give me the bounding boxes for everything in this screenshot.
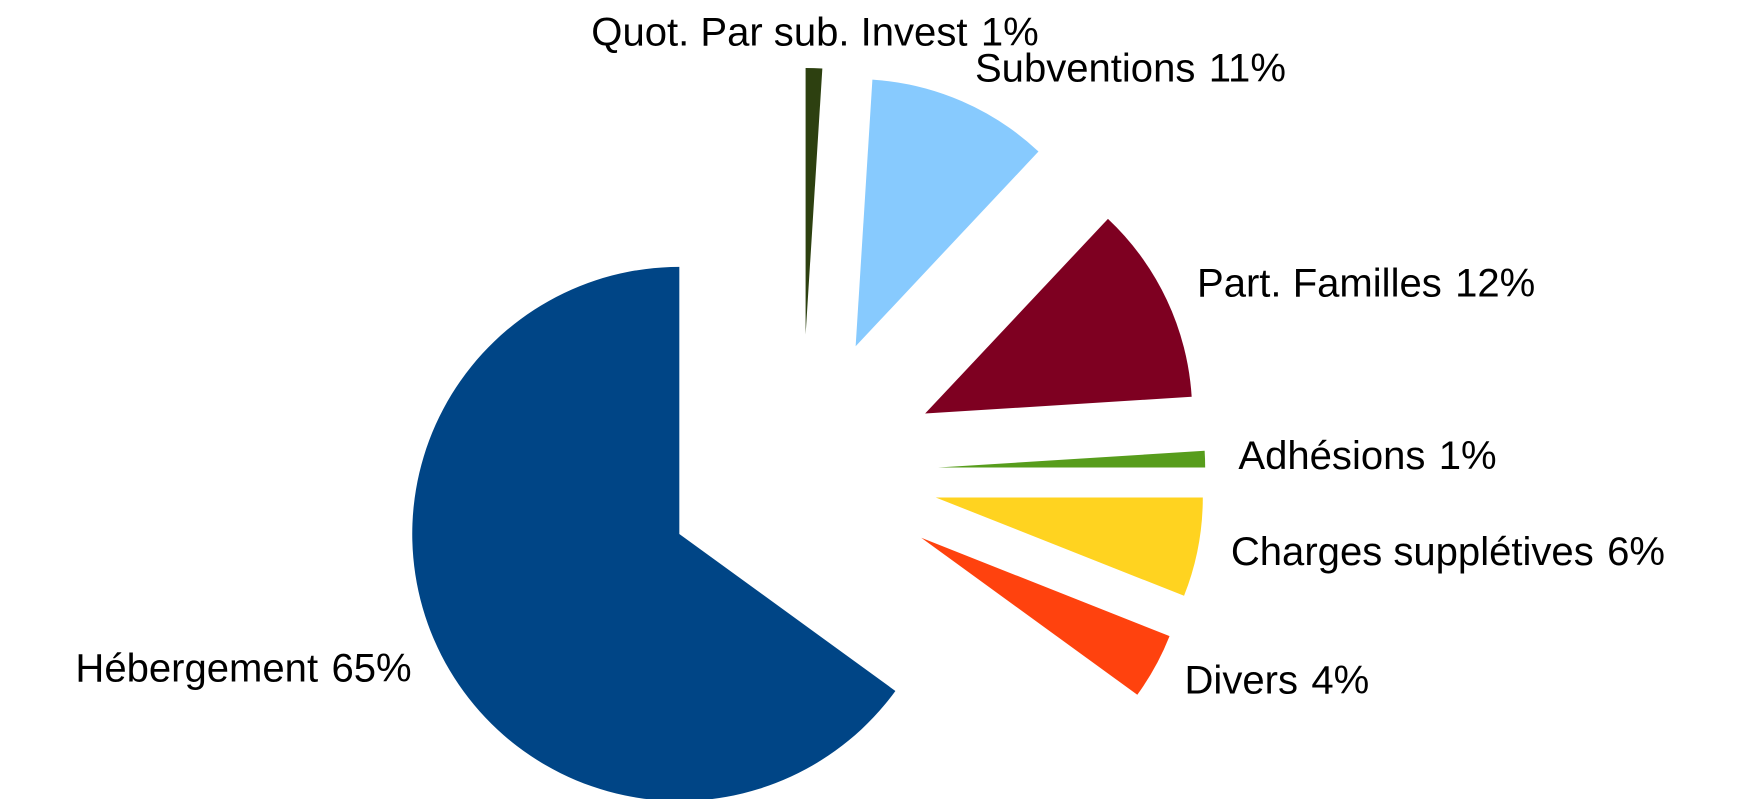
slice-name: Hébergement	[75, 646, 318, 690]
pie-slice	[921, 537, 1170, 695]
pie-slice	[938, 450, 1206, 468]
slice-label: Divers 4%	[1185, 658, 1370, 702]
slice-label: Part. Familles 12%	[1197, 261, 1535, 305]
slice-label: Subventions 11%	[975, 46, 1286, 90]
pie-slice	[935, 497, 1203, 596]
slice-value: 11%	[1209, 46, 1286, 90]
pie-slice	[412, 266, 896, 799]
slice-name: Divers	[1185, 658, 1298, 702]
slice-label: Quot. Par sub. Invest 1%	[591, 10, 1038, 54]
slice-value: 4%	[1311, 658, 1369, 702]
slice-label: Adhésions 1%	[1238, 434, 1496, 478]
pie-slice	[855, 79, 1039, 347]
slice-name: Charges supplétives	[1231, 529, 1594, 573]
slice-value: 1%	[1439, 434, 1497, 478]
slice-label: Hébergement 65%	[75, 646, 411, 690]
slice-value: 6%	[1607, 529, 1665, 573]
slice-value: 65%	[331, 646, 411, 690]
pie-slice	[925, 218, 1192, 414]
slice-name: Subventions	[975, 46, 1195, 90]
slice-value: 12%	[1455, 261, 1535, 305]
slice-value: 1%	[981, 10, 1039, 54]
slice-label: Charges supplétives 6%	[1231, 529, 1665, 573]
pie-slice	[805, 67, 823, 336]
slice-name: Quot. Par sub. Invest	[591, 10, 967, 54]
slice-name: Adhésions	[1238, 434, 1425, 478]
slice-name: Part. Familles	[1197, 261, 1442, 305]
